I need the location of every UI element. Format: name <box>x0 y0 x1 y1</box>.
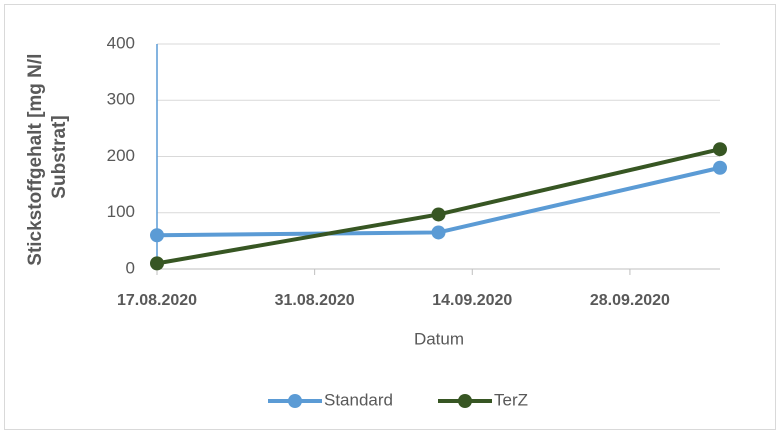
legend-label: Standard <box>324 390 393 409</box>
data-point <box>150 228 164 243</box>
y-tick-label: 100 <box>107 202 135 221</box>
x-tick-label: 14.09.2020 <box>432 292 512 309</box>
data-point <box>150 256 164 271</box>
x-axis-label: Datum <box>414 329 464 348</box>
x-tick-label: 31.08.2020 <box>275 292 355 309</box>
y-axis-label: Stickstoffgehalt [mg N/l Substrat] <box>25 48 70 265</box>
data-point <box>431 207 446 222</box>
data-point <box>431 225 446 240</box>
legend-marker <box>458 394 472 408</box>
x-tick-label: 17.08.2020 <box>117 292 197 309</box>
legend-marker <box>288 394 302 408</box>
y-tick-label: 300 <box>107 90 135 109</box>
chart-frame <box>4 4 776 430</box>
y-tick-label: 0 <box>126 258 135 277</box>
y-tick-label: 200 <box>107 146 135 165</box>
y-tick-label: 400 <box>107 33 135 52</box>
legend-label: TerZ <box>494 390 528 409</box>
y-axis-label-line: Stickstoffgehalt [mg N/l <box>25 54 46 266</box>
y-axis-label-line: Substrat] <box>49 115 70 198</box>
x-tick-label: 28.09.2020 <box>590 292 670 309</box>
data-point <box>713 160 727 175</box>
data-point <box>713 142 727 157</box>
